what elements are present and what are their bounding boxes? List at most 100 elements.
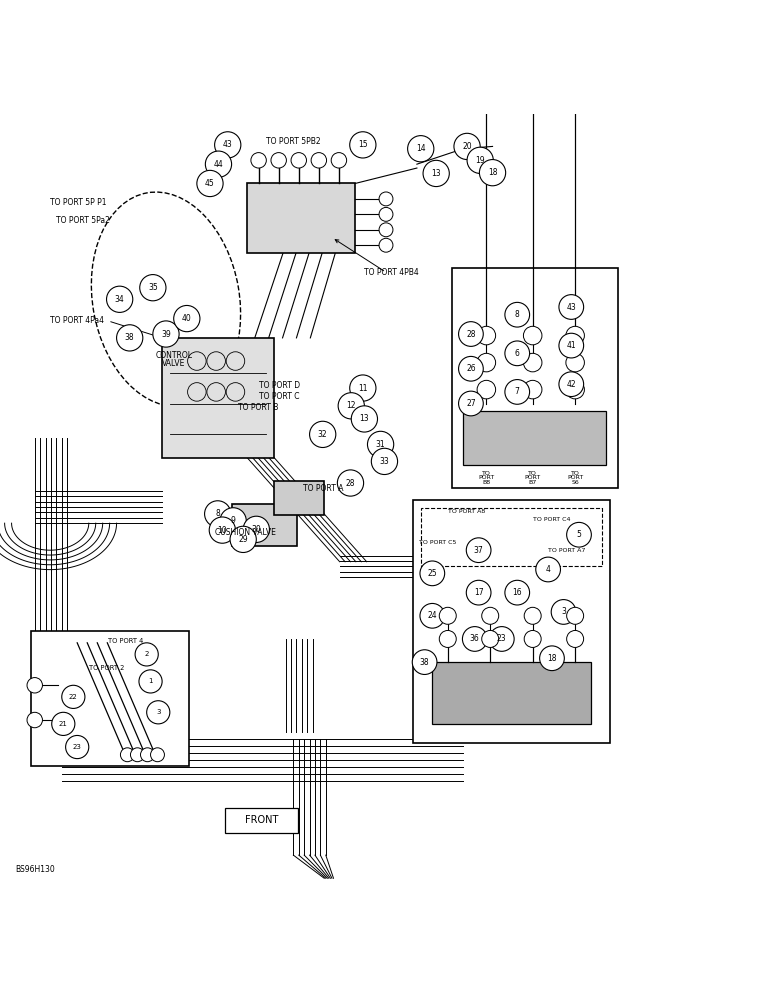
Circle shape	[479, 160, 506, 186]
Text: 11: 11	[358, 384, 367, 393]
Text: 36: 36	[470, 634, 479, 643]
Text: 38: 38	[125, 333, 134, 342]
Text: 23: 23	[73, 744, 82, 750]
Text: 3: 3	[156, 709, 161, 715]
Text: TO PORT 4PB4: TO PORT 4PB4	[364, 268, 419, 277]
Circle shape	[439, 630, 456, 647]
Circle shape	[220, 508, 246, 534]
Text: 45: 45	[205, 179, 215, 188]
Circle shape	[27, 712, 42, 728]
Bar	[452, 268, 618, 488]
Circle shape	[408, 136, 434, 162]
Text: TO PORT B: TO PORT B	[238, 403, 278, 412]
FancyBboxPatch shape	[225, 808, 298, 833]
Circle shape	[477, 353, 496, 372]
Text: 21: 21	[59, 721, 68, 727]
Text: TO PORT 5P P1: TO PORT 5P P1	[50, 198, 107, 207]
Circle shape	[489, 627, 514, 651]
Circle shape	[120, 748, 134, 762]
Text: TO PORT A: TO PORT A	[303, 484, 343, 493]
Circle shape	[350, 132, 376, 158]
Text: 30: 30	[252, 525, 261, 534]
Circle shape	[331, 153, 347, 168]
Circle shape	[559, 372, 584, 397]
Text: 35: 35	[148, 283, 157, 292]
Circle shape	[477, 326, 496, 345]
Circle shape	[551, 600, 576, 624]
Text: 26: 26	[466, 364, 476, 373]
Circle shape	[477, 380, 496, 399]
Text: FRONT: FRONT	[245, 815, 279, 825]
Text: 43: 43	[223, 140, 232, 149]
Circle shape	[482, 607, 499, 624]
Text: CUSHION VALVE: CUSHION VALVE	[215, 528, 276, 537]
Text: 10: 10	[218, 526, 227, 535]
Circle shape	[66, 735, 89, 759]
Bar	[413, 500, 610, 743]
Circle shape	[462, 627, 487, 651]
Text: 28: 28	[466, 330, 476, 339]
Circle shape	[151, 748, 164, 762]
Text: 3: 3	[561, 607, 566, 616]
Circle shape	[215, 132, 241, 158]
Text: TO PORT C: TO PORT C	[259, 392, 299, 401]
Bar	[463, 411, 606, 465]
Circle shape	[117, 325, 143, 351]
Circle shape	[412, 650, 437, 674]
Text: 33: 33	[380, 457, 389, 466]
Text: 18: 18	[547, 654, 557, 663]
Text: 14: 14	[416, 144, 425, 153]
Text: TO PORT 2: TO PORT 2	[89, 665, 124, 671]
Text: TO PORT 4: TO PORT 4	[108, 638, 144, 644]
Text: 24: 24	[428, 611, 437, 620]
Circle shape	[566, 326, 584, 345]
Text: 6: 6	[515, 349, 520, 358]
Circle shape	[310, 421, 336, 448]
Text: 8: 8	[515, 310, 520, 319]
Bar	[432, 662, 591, 724]
Circle shape	[454, 133, 480, 160]
Text: 41: 41	[567, 341, 576, 350]
Circle shape	[379, 223, 393, 237]
Circle shape	[147, 701, 170, 724]
Text: TO PORT A7: TO PORT A7	[548, 548, 585, 553]
Text: TO PORT 5PB2: TO PORT 5PB2	[266, 137, 321, 146]
Circle shape	[540, 646, 564, 671]
Circle shape	[27, 678, 42, 693]
Circle shape	[379, 238, 393, 252]
Circle shape	[567, 607, 584, 624]
Text: 28: 28	[346, 479, 355, 488]
Circle shape	[135, 643, 158, 666]
Circle shape	[505, 580, 530, 605]
Circle shape	[174, 305, 200, 332]
Text: TO
PORT
S6: TO PORT S6	[567, 471, 584, 485]
Circle shape	[482, 630, 499, 647]
Circle shape	[140, 275, 166, 301]
Circle shape	[205, 501, 231, 527]
Circle shape	[141, 748, 154, 762]
Text: 42: 42	[567, 380, 576, 389]
Text: 17: 17	[474, 588, 483, 597]
Text: TO PORT 4Pa4: TO PORT 4Pa4	[50, 316, 104, 325]
Text: TO
PORT
B7: TO PORT B7	[524, 471, 541, 485]
Bar	[162, 338, 274, 458]
Text: 4: 4	[546, 565, 550, 574]
Text: 23: 23	[497, 634, 506, 643]
Circle shape	[205, 151, 232, 177]
Bar	[247, 183, 355, 253]
Circle shape	[524, 607, 541, 624]
Circle shape	[379, 207, 393, 221]
Circle shape	[379, 192, 393, 206]
Text: 18: 18	[488, 168, 497, 177]
Circle shape	[459, 356, 483, 381]
Text: TO PORT A8: TO PORT A8	[448, 509, 485, 514]
Text: 2: 2	[144, 651, 149, 657]
Text: TO PORT D: TO PORT D	[259, 381, 300, 390]
Circle shape	[337, 470, 364, 496]
Circle shape	[505, 380, 530, 404]
Circle shape	[524, 630, 541, 647]
Circle shape	[523, 353, 542, 372]
Circle shape	[567, 522, 591, 547]
Circle shape	[467, 147, 493, 173]
Circle shape	[466, 538, 491, 563]
